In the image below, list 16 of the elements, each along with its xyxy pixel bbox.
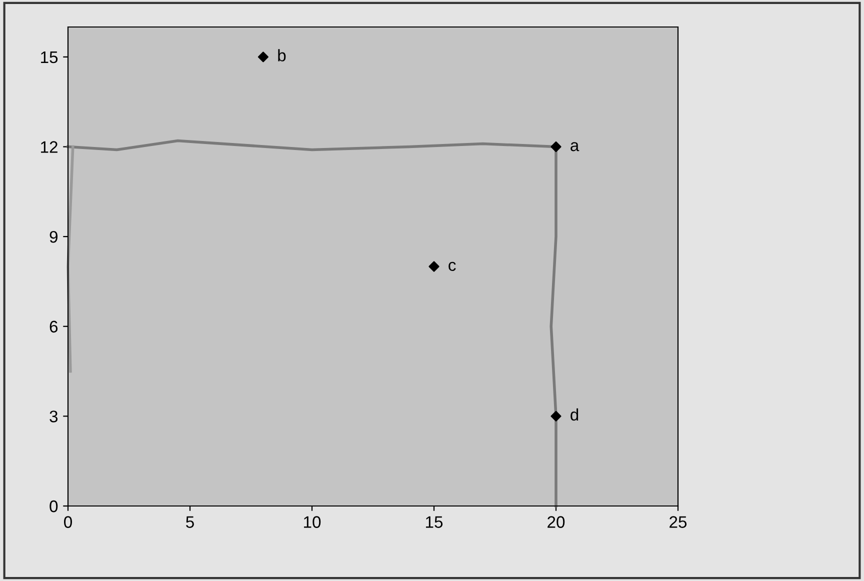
annotation: c [448,262,456,271]
annotation: b [278,49,286,62]
x-tick-label: 10 [304,516,321,528]
y-tick-label: 0 [50,500,58,512]
x-tick-label: 20 [548,516,565,528]
annotation: a [570,142,580,152]
x-tick-label: 0 [64,516,72,528]
y-tick-label: 9 [50,230,58,243]
y-tick-label: 15 [41,52,58,64]
y-tick-label: 6 [50,320,58,333]
x-tick-label: 5 [186,516,194,528]
annotation: d [570,408,578,421]
x-tick-label: 25 [670,516,687,528]
y-tick-label: 12 [41,141,58,153]
x-tick-label: 15 [426,516,443,528]
y-tick-label: 3 [50,410,58,422]
